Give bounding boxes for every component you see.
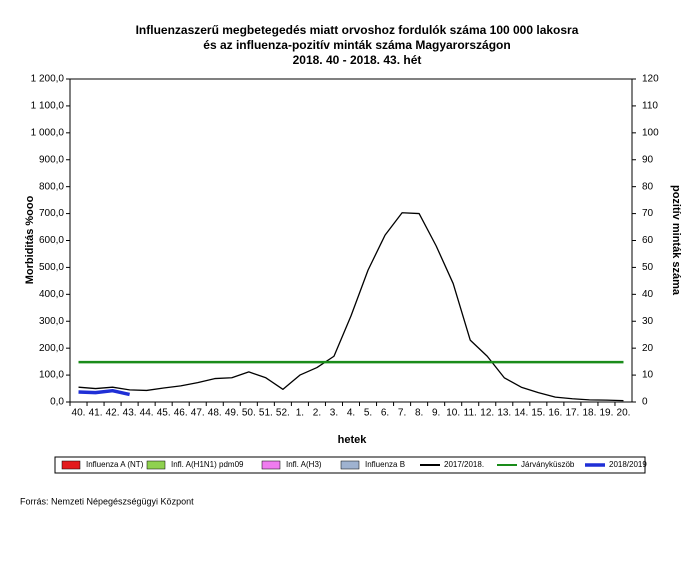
y-tick-label: 400,0 <box>39 289 64 300</box>
y-tick-label: 700,0 <box>39 208 64 219</box>
line-series <box>78 388 130 397</box>
y-axis-label: Morbiditás %ooo <box>24 195 36 284</box>
y2-tick-label: 20 <box>642 343 654 354</box>
x-tick-label: 50. <box>242 408 256 419</box>
x-tick-label: 46. <box>174 408 188 419</box>
x-tick-label: 11. <box>464 408 477 419</box>
x-tick-label: 47. <box>191 408 205 419</box>
x-tick-label: 43. <box>123 408 137 419</box>
x-tick-label: 1. <box>296 408 304 419</box>
x-tick-label: 19. <box>600 408 614 419</box>
x-tick-label: 5. <box>364 408 372 419</box>
x-tick-label: 52. <box>276 408 290 419</box>
x-tick-label: 12. <box>480 408 494 419</box>
y-tick-label: 1 200,0 <box>31 74 65 85</box>
chart-title: 2018. 40 - 2018. 43. hét <box>293 53 422 67</box>
y2-tick-label: 40 <box>642 289 654 300</box>
source-note: Forrás: Nemzeti Népegészségügyi Központ <box>20 496 194 506</box>
y2-tick-label: 0 <box>642 397 648 408</box>
x-tick-label: 51. <box>259 408 273 419</box>
legend-label: Járványküszöb <box>521 460 575 469</box>
x-tick-label: 40. <box>72 408 86 419</box>
y2-tick-label: 80 <box>642 181 654 192</box>
y-tick-label: 900,0 <box>39 154 64 165</box>
x-tick-label: 14. <box>514 408 528 419</box>
x-tick-label: 10. <box>446 408 460 419</box>
y-tick-label: 300,0 <box>39 316 64 327</box>
x-tick-label: 15. <box>531 408 545 419</box>
x-tick-label: 18. <box>582 408 596 419</box>
y2-tick-label: 50 <box>642 262 654 273</box>
y2-tick-label: 90 <box>642 154 654 165</box>
x-tick-label: 20. <box>617 408 631 419</box>
legend-label: 2018/2019 <box>609 460 647 469</box>
legend-label: Infl. A(H3) <box>286 460 322 469</box>
legend-swatch <box>61 460 81 470</box>
x-tick-label: 4. <box>347 408 355 419</box>
y-tick-label: 1 000,0 <box>31 127 65 138</box>
chart-title: és az influenza-pozitív minták száma Mag… <box>203 38 510 52</box>
x-tick-label: 17. <box>565 408 579 419</box>
y-tick-label: 600,0 <box>39 235 64 246</box>
legend-swatch <box>340 460 360 470</box>
x-tick-label: 44. <box>140 408 154 419</box>
y-tick-label: 0,0 <box>50 397 64 408</box>
x-tick-label: 8. <box>415 408 423 419</box>
legend-label: Influenza B <box>365 460 405 469</box>
legend-label: Influenza A (NT) <box>86 460 144 469</box>
y2-tick-label: 10 <box>642 370 654 381</box>
y-tick-label: 1 100,0 <box>31 101 65 112</box>
x-tick-label: 2. <box>313 408 321 419</box>
x-tick-label: 6. <box>381 408 389 419</box>
x-axis-label: hetek <box>338 434 368 446</box>
legend-swatch <box>146 460 166 470</box>
y2-tick-label: 120 <box>642 74 659 85</box>
x-tick-label: 48. <box>208 408 222 419</box>
x-tick-label: 7. <box>398 408 406 419</box>
x-tick-label: 16. <box>548 408 562 419</box>
legend-box <box>54 456 646 474</box>
x-tick-label: 42. <box>106 408 120 419</box>
y-tick-label: 500,0 <box>39 262 64 273</box>
x-tick-label: 45. <box>157 408 171 419</box>
line-series <box>78 212 624 402</box>
x-tick-label: 3. <box>330 408 338 419</box>
y2-axis-label: pozitív minták száma <box>670 185 682 296</box>
plot-frame <box>69 78 633 403</box>
x-tick-label: 41. <box>89 408 103 419</box>
chart-title: Influenzaszerű megbetegedés miatt orvosh… <box>136 23 579 37</box>
x-tick-label: 13. <box>497 408 511 419</box>
y-tick-label: 200,0 <box>39 343 64 354</box>
y2-tick-label: 70 <box>642 208 654 219</box>
y-tick-label: 100,0 <box>39 370 64 381</box>
legend-label: 2017/2018. <box>444 460 484 469</box>
y2-tick-label: 60 <box>642 235 654 246</box>
x-tick-label: 9. <box>432 408 440 419</box>
y-tick-label: 800,0 <box>39 181 64 192</box>
y2-tick-label: 30 <box>642 316 654 327</box>
y2-tick-label: 110 <box>642 101 658 112</box>
legend-swatch <box>261 460 281 470</box>
legend-label: Infl. A(H1N1) pdm09 <box>171 460 244 469</box>
x-tick-label: 49. <box>225 408 239 419</box>
y2-tick-label: 100 <box>642 127 659 138</box>
